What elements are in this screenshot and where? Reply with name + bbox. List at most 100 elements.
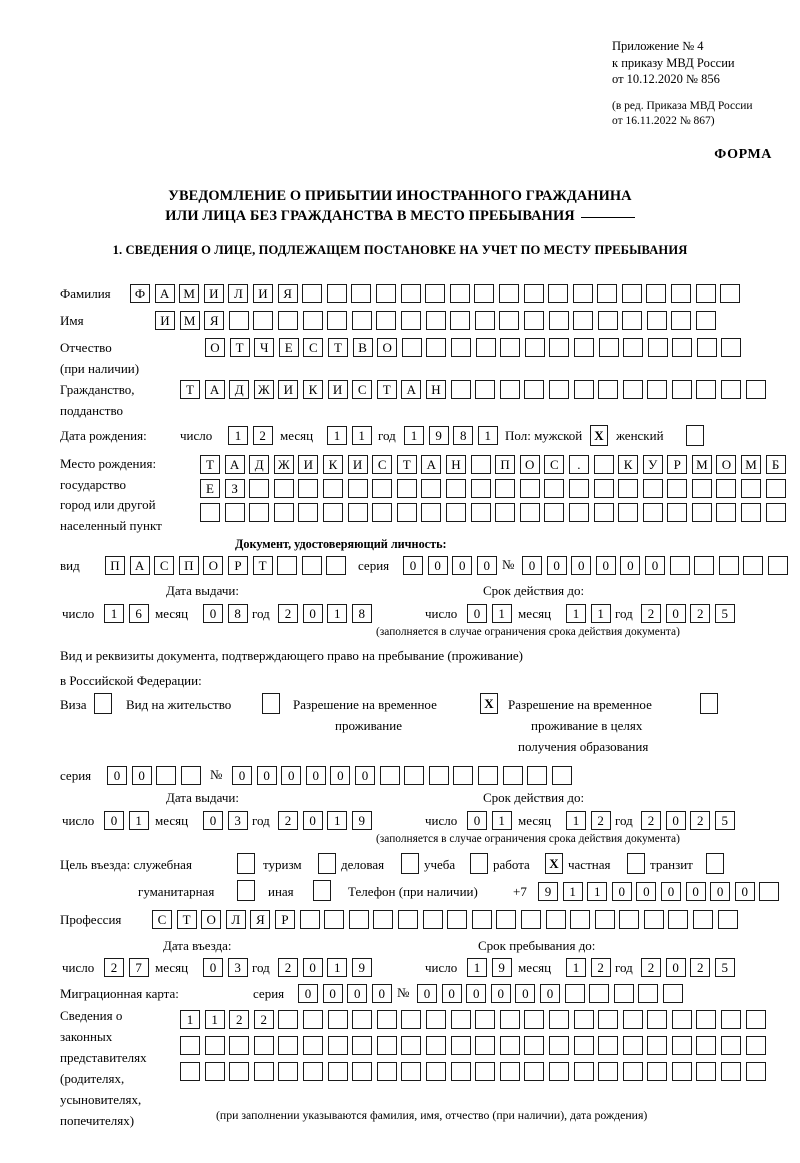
char-cell[interactable]: [376, 1036, 397, 1055]
char-cell[interactable]: [425, 284, 446, 303]
char-cell[interactable]: О: [377, 338, 398, 357]
char-cell[interactable]: 1: [491, 811, 512, 830]
char-cell[interactable]: .: [568, 455, 589, 474]
char-cell[interactable]: [721, 1010, 742, 1029]
char-cell[interactable]: 1: [180, 1010, 200, 1029]
char-cell[interactable]: [572, 284, 593, 303]
char-cell[interactable]: [425, 311, 446, 330]
char-cell[interactable]: 3: [227, 958, 248, 977]
char-cell[interactable]: [379, 766, 400, 785]
char-cell[interactable]: [322, 503, 343, 522]
char-cell[interactable]: [373, 910, 394, 929]
char-cell[interactable]: Т: [200, 455, 220, 474]
char-cell[interactable]: А: [224, 455, 245, 474]
char-cell[interactable]: 0: [203, 958, 223, 977]
char-cell[interactable]: 2: [229, 1010, 250, 1029]
char-cell[interactable]: А: [401, 380, 422, 399]
char-cell[interactable]: 1: [566, 958, 586, 977]
char-cell[interactable]: С: [372, 455, 393, 474]
char-cell[interactable]: 0: [515, 984, 536, 1003]
char-cell[interactable]: 0: [427, 556, 448, 575]
char-cell[interactable]: [449, 284, 470, 303]
char-cell[interactable]: [156, 766, 177, 785]
char-cell[interactable]: [499, 380, 520, 399]
char-cell[interactable]: [643, 910, 664, 929]
field-legal-rep-line-3[interactable]: [180, 1062, 766, 1081]
char-cell[interactable]: [671, 311, 692, 330]
char-cell[interactable]: 1: [327, 958, 348, 977]
char-cell[interactable]: К: [302, 380, 323, 399]
char-cell[interactable]: 0: [347, 984, 368, 1003]
char-cell[interactable]: 0: [256, 766, 277, 785]
char-cell[interactable]: [524, 1036, 545, 1055]
char-cell[interactable]: 2: [641, 958, 661, 977]
char-cell[interactable]: [696, 1036, 717, 1055]
char-cell[interactable]: [273, 503, 294, 522]
char-cell[interactable]: [623, 338, 644, 357]
char-cell[interactable]: 0: [660, 882, 681, 901]
char-cell[interactable]: [524, 1062, 545, 1081]
char-cell[interactable]: [741, 479, 762, 498]
char-cell[interactable]: 0: [611, 882, 632, 901]
char-cell[interactable]: [667, 479, 688, 498]
char-cell[interactable]: 9: [538, 882, 558, 901]
char-cell[interactable]: 0: [104, 811, 124, 830]
char-cell[interactable]: 9: [428, 426, 449, 445]
checkbox-purpose-private[interactable]: [627, 853, 645, 874]
char-cell[interactable]: [180, 1062, 200, 1081]
char-cell[interactable]: Я: [204, 311, 225, 330]
char-cell[interactable]: 9: [351, 811, 372, 830]
char-cell[interactable]: [597, 284, 618, 303]
char-cell[interactable]: [696, 311, 717, 330]
char-cell[interactable]: [598, 1010, 619, 1029]
char-cell[interactable]: [228, 311, 249, 330]
char-cell[interactable]: [548, 1010, 569, 1029]
char-cell[interactable]: [647, 380, 668, 399]
checkbox-purpose-transit[interactable]: [706, 853, 724, 874]
char-cell[interactable]: Е: [278, 338, 299, 357]
char-cell[interactable]: Л: [228, 284, 249, 303]
char-cell[interactable]: [717, 910, 738, 929]
char-cell[interactable]: [301, 556, 322, 575]
char-cell[interactable]: [672, 338, 693, 357]
char-cell[interactable]: 2: [690, 604, 711, 623]
char-cell[interactable]: Р: [667, 455, 688, 474]
char-cell[interactable]: 1: [327, 426, 347, 445]
char-cell[interactable]: 2: [690, 958, 711, 977]
char-cell[interactable]: [568, 479, 589, 498]
char-cell[interactable]: [691, 503, 712, 522]
char-cell[interactable]: [253, 311, 274, 330]
char-cell[interactable]: Н: [445, 455, 466, 474]
char-cell[interactable]: [745, 380, 766, 399]
char-cell[interactable]: [322, 479, 343, 498]
char-cell[interactable]: [450, 380, 471, 399]
char-cell[interactable]: 0: [571, 556, 592, 575]
char-cell[interactable]: [302, 1010, 323, 1029]
char-cell[interactable]: [622, 380, 643, 399]
char-cell[interactable]: 8: [227, 604, 248, 623]
char-cell[interactable]: Т: [376, 380, 397, 399]
char-cell[interactable]: [326, 556, 347, 575]
char-cell[interactable]: 1: [590, 604, 611, 623]
char-cell[interactable]: [253, 1062, 274, 1081]
char-cell[interactable]: И: [278, 380, 299, 399]
char-cell[interactable]: 1: [327, 604, 348, 623]
char-cell[interactable]: 0: [466, 984, 487, 1003]
char-cell[interactable]: [642, 503, 663, 522]
char-cell[interactable]: [767, 556, 788, 575]
char-cell[interactable]: [474, 284, 495, 303]
char-cell[interactable]: О: [205, 338, 225, 357]
char-cell[interactable]: С: [544, 455, 565, 474]
checkbox-purpose-humanitarian[interactable]: [237, 880, 255, 901]
char-cell[interactable]: 0: [467, 604, 487, 623]
char-cell[interactable]: [519, 503, 540, 522]
char-cell[interactable]: [224, 503, 245, 522]
char-cell[interactable]: [573, 1062, 594, 1081]
char-cell[interactable]: 0: [595, 556, 616, 575]
